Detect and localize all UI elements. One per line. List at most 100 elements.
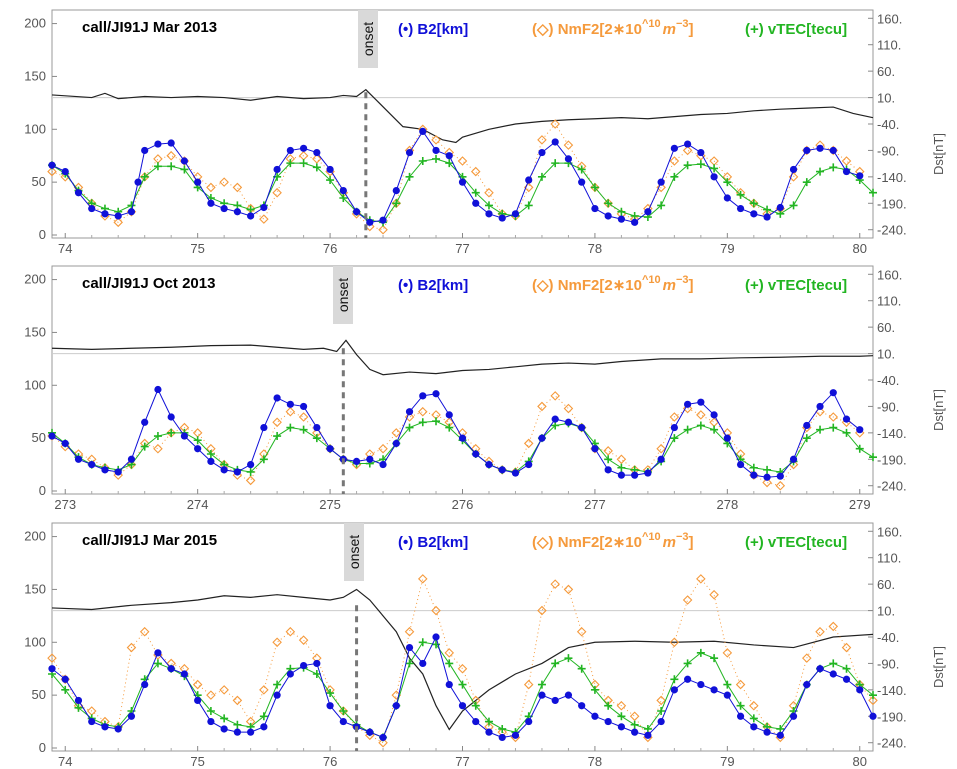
nmf2-point xyxy=(206,182,216,193)
vtec-point xyxy=(683,161,692,170)
x-tick-label: 278 xyxy=(716,497,738,512)
vtec-point xyxy=(696,421,705,430)
nmf2-point xyxy=(272,637,282,648)
b2-point xyxy=(194,696,202,705)
vtec-point xyxy=(61,685,70,694)
b2-point xyxy=(366,218,374,226)
b2-point xyxy=(856,686,864,694)
b2-point xyxy=(326,445,334,453)
x-tick-label: 275 xyxy=(319,497,341,512)
vtec-point xyxy=(683,659,692,668)
vtec-point xyxy=(299,159,308,168)
vtec-point xyxy=(418,638,427,647)
nmf2-point xyxy=(709,589,719,600)
nmf2-point xyxy=(378,737,388,748)
b2-point xyxy=(644,208,652,216)
nmf2-point xyxy=(285,406,296,417)
b2-point xyxy=(578,702,586,710)
y2-tick-label: 110. xyxy=(877,38,901,53)
nmf2-point xyxy=(232,182,243,193)
b2-point xyxy=(816,144,824,152)
y2-tick-label: -140. xyxy=(877,170,907,185)
b2-point xyxy=(498,214,506,222)
b2-point xyxy=(578,178,586,186)
b2-point xyxy=(591,204,599,213)
b2-point xyxy=(101,466,109,474)
b2-point xyxy=(326,702,334,710)
b2-point xyxy=(763,473,771,481)
b2-point xyxy=(114,468,122,476)
x-tick-label: 77 xyxy=(455,754,469,769)
nmf2-line xyxy=(51,123,861,231)
x-tick-label: 75 xyxy=(190,241,204,256)
y-tick-label: 100 xyxy=(24,377,46,392)
vtec-point xyxy=(736,701,745,710)
b2-point xyxy=(48,432,56,440)
y-tick-label: 200 xyxy=(24,529,46,544)
nmf2-point xyxy=(285,626,296,637)
b2-point xyxy=(207,457,215,465)
b2-point xyxy=(670,423,678,432)
nmf2-point xyxy=(537,605,547,616)
vtec-point xyxy=(869,691,877,700)
y-tick-label: 50 xyxy=(32,430,46,445)
b2-point xyxy=(114,212,122,220)
b2-point xyxy=(299,144,308,152)
x-tick-label: 80 xyxy=(853,754,867,769)
b2-point xyxy=(750,210,758,218)
vtec-point xyxy=(604,199,613,208)
panel-title: call/JI91J Mar 2013 xyxy=(82,19,217,36)
vtec-point xyxy=(432,154,441,163)
b2-point xyxy=(829,146,837,155)
b2-point xyxy=(88,204,96,213)
b2-point xyxy=(134,178,142,186)
b2-point xyxy=(74,696,83,705)
chart-panel-1: 0 50 100 150 200 160. 110. 60. 10. -40. -90. -140. -… xyxy=(24,9,946,256)
nmf2-point xyxy=(815,626,825,637)
b2-point xyxy=(154,385,162,394)
nmf2-point xyxy=(391,428,402,438)
legend-vtec: (+) vTEC[tecu] xyxy=(745,534,847,551)
b2-point xyxy=(604,466,612,474)
b2-point xyxy=(286,146,294,155)
b2-point xyxy=(392,702,400,710)
b2-point xyxy=(776,472,784,480)
vtec-point xyxy=(590,183,599,192)
b2-point xyxy=(74,455,83,463)
vtec-point xyxy=(339,707,348,715)
vtec-point xyxy=(617,712,626,721)
nmf2-point xyxy=(868,695,878,706)
nmf2-point xyxy=(788,172,799,182)
nmf2-point xyxy=(272,417,282,428)
b2-point xyxy=(167,413,175,421)
vtec-point xyxy=(206,707,215,715)
b2-point xyxy=(816,665,824,673)
b2-point xyxy=(869,712,877,720)
b2-point xyxy=(511,469,520,477)
nmf2-point xyxy=(312,154,322,164)
b2-point xyxy=(88,460,96,469)
b2-point xyxy=(591,445,599,453)
b2-point xyxy=(220,466,228,474)
vtec-point xyxy=(723,178,732,187)
vtec-point xyxy=(140,442,149,451)
b2-point xyxy=(180,670,189,678)
b2-point xyxy=(697,398,705,406)
vtec-point xyxy=(537,680,546,689)
b2-point xyxy=(551,696,559,705)
b2-point xyxy=(538,148,546,157)
b2-point xyxy=(644,469,652,477)
nmf2-point xyxy=(298,635,309,645)
vtec-point xyxy=(405,423,414,432)
nmf2-point xyxy=(219,177,229,187)
b2-point xyxy=(736,204,745,213)
b2-point xyxy=(207,199,215,207)
b2-point xyxy=(260,203,268,212)
b2-point xyxy=(604,717,612,726)
x-tick-label: 74 xyxy=(58,241,72,256)
b2-point xyxy=(670,144,678,152)
vtec-point xyxy=(299,425,308,434)
b2-point xyxy=(803,146,811,155)
vtec-point xyxy=(524,201,533,210)
b2-point xyxy=(127,208,136,216)
